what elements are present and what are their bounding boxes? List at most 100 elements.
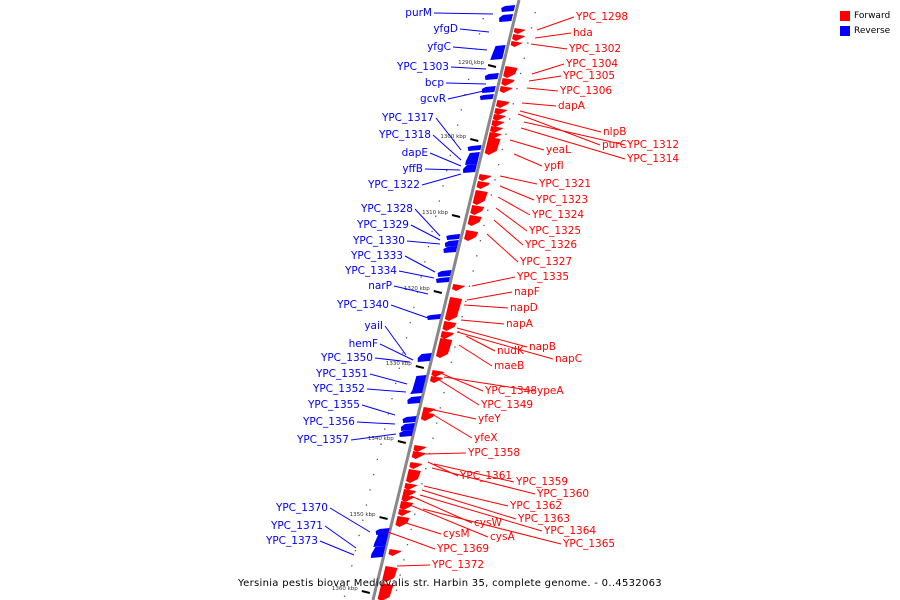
minor-tick — [472, 270, 474, 272]
reverse-leader-line — [350, 433, 397, 441]
reverse-leader-line — [452, 46, 488, 51]
forward-leader-line — [519, 110, 602, 133]
reverse-gene-label: hemF — [349, 338, 378, 350]
reverse-gene-label: YPC_1322 — [367, 179, 420, 191]
minor-tick — [416, 291, 419, 293]
minor-tick — [376, 458, 379, 461]
forward-gene-feature — [467, 215, 482, 226]
minor-tick — [436, 422, 438, 424]
reverse-leader-line — [406, 240, 441, 245]
forward-gene-label: YPC_1360 — [536, 488, 589, 500]
minor-tick — [421, 483, 423, 485]
forward-gene-feature — [395, 516, 410, 527]
forward-leader-line — [419, 494, 543, 532]
forward-gene-feature — [499, 86, 513, 93]
reverse-gene-feature — [479, 94, 494, 100]
forward-leader-line — [431, 467, 536, 495]
reverse-gene-feature — [370, 546, 386, 558]
forward-leader-line — [471, 276, 516, 287]
minor-tick — [483, 224, 485, 227]
minor-tick — [395, 589, 398, 591]
minor-tick — [478, 33, 481, 35]
forward-gene-label: YPC_1312 — [626, 139, 679, 151]
reverse-gene-feature — [446, 234, 461, 240]
reverse-leader-line — [319, 540, 355, 556]
forward-gene-label: nudK — [497, 345, 525, 357]
forward-leader-line — [530, 43, 568, 50]
forward-leader-line — [499, 175, 538, 185]
reverse-leader-line — [384, 325, 407, 356]
reverse-gene-feature — [417, 353, 432, 362]
reverse-leader-line — [435, 117, 462, 151]
minor-tick — [362, 519, 364, 521]
minor-tick — [391, 398, 393, 400]
reverse-leader-line — [379, 343, 414, 361]
forward-gene-feature — [442, 321, 457, 331]
forward-gene-label: YPC_1369 — [436, 543, 489, 555]
forward-leader-line — [421, 489, 517, 520]
minor-tick — [410, 528, 412, 531]
forward-gene-feature — [401, 495, 415, 502]
scale-label: 1360 kbp — [332, 586, 358, 592]
minor-tick — [519, 72, 522, 75]
minor-tick — [467, 78, 470, 81]
scale-label: 1320 kbp — [404, 286, 430, 292]
forward-leader-line — [509, 139, 545, 151]
forward-leader-lines — [387, 16, 626, 567]
forward-gene-feature — [377, 583, 394, 600]
legend-item-forward: Forward — [840, 8, 900, 23]
reverse-leader-line — [361, 404, 396, 416]
forward-gene-feature — [495, 100, 510, 108]
forward-leader-line — [437, 371, 484, 392]
reverse-gene-feature — [407, 396, 422, 404]
minor-tick — [490, 194, 493, 196]
forward-gene-label: YPC_1325 — [528, 225, 581, 237]
forward-gene-label: YPC_1363 — [517, 513, 570, 525]
reverse-gene-label: YPC_1373 — [265, 535, 318, 547]
minor-tick — [439, 407, 441, 409]
forward-gene-label: cysM — [443, 528, 470, 540]
forward-leader-line — [458, 344, 493, 367]
reverse-leader-lines — [319, 12, 494, 556]
reverse-gene-feature — [443, 246, 458, 253]
minor-tick — [508, 118, 511, 120]
forward-gene-label: YPC_1323 — [535, 194, 588, 206]
reverse-gene-label: YPC_1371 — [270, 520, 323, 532]
minor-tick — [454, 346, 456, 348]
reverse-gene-label: YPC_1329 — [356, 219, 409, 231]
forward-gene-label: ypeA — [537, 385, 564, 397]
minor-tick — [384, 428, 386, 430]
forward-gene-feature — [476, 181, 490, 189]
reverse-gene-label: YPC_1318 — [378, 129, 431, 141]
forward-leader-line — [435, 377, 480, 406]
forward-leader-line — [460, 319, 505, 325]
reverse-gene-label: YPC_1328 — [360, 203, 413, 215]
minor-tick — [457, 331, 460, 333]
reverse-gene-label: narP — [368, 280, 392, 292]
minor-tick — [343, 595, 346, 597]
reverse-gene-feature — [373, 533, 389, 547]
forward-gene-label: YPC_1358 — [467, 447, 520, 459]
minor-tick — [456, 124, 459, 126]
forward-gene-label: napB — [529, 341, 556, 353]
forward-gene-label: YPC_1305 — [562, 70, 615, 82]
scale-tick — [397, 440, 407, 444]
forward-leader-line — [423, 452, 467, 455]
forward-gene-label: YPC_1304 — [565, 58, 618, 70]
forward-gene-label: YPC_1364 — [543, 525, 596, 537]
legend-reverse-label: Reverse — [854, 25, 891, 36]
reverse-leader-line — [445, 82, 487, 85]
forward-leader-line — [463, 304, 509, 309]
reverse-features — [370, 5, 516, 558]
reverse-gene-label: YPC_1357 — [296, 434, 349, 446]
reverse-gene-label: YPC_1351 — [315, 368, 368, 380]
scale-label: 1350 kbp — [350, 512, 376, 518]
minor-tick — [373, 474, 375, 476]
genome-backbone — [371, 0, 521, 600]
minor-tick — [449, 154, 451, 157]
reverse-gene-feature — [484, 73, 499, 80]
minor-tick — [432, 437, 434, 439]
forward-gene-feature — [501, 78, 515, 86]
minor-tick — [530, 27, 533, 29]
